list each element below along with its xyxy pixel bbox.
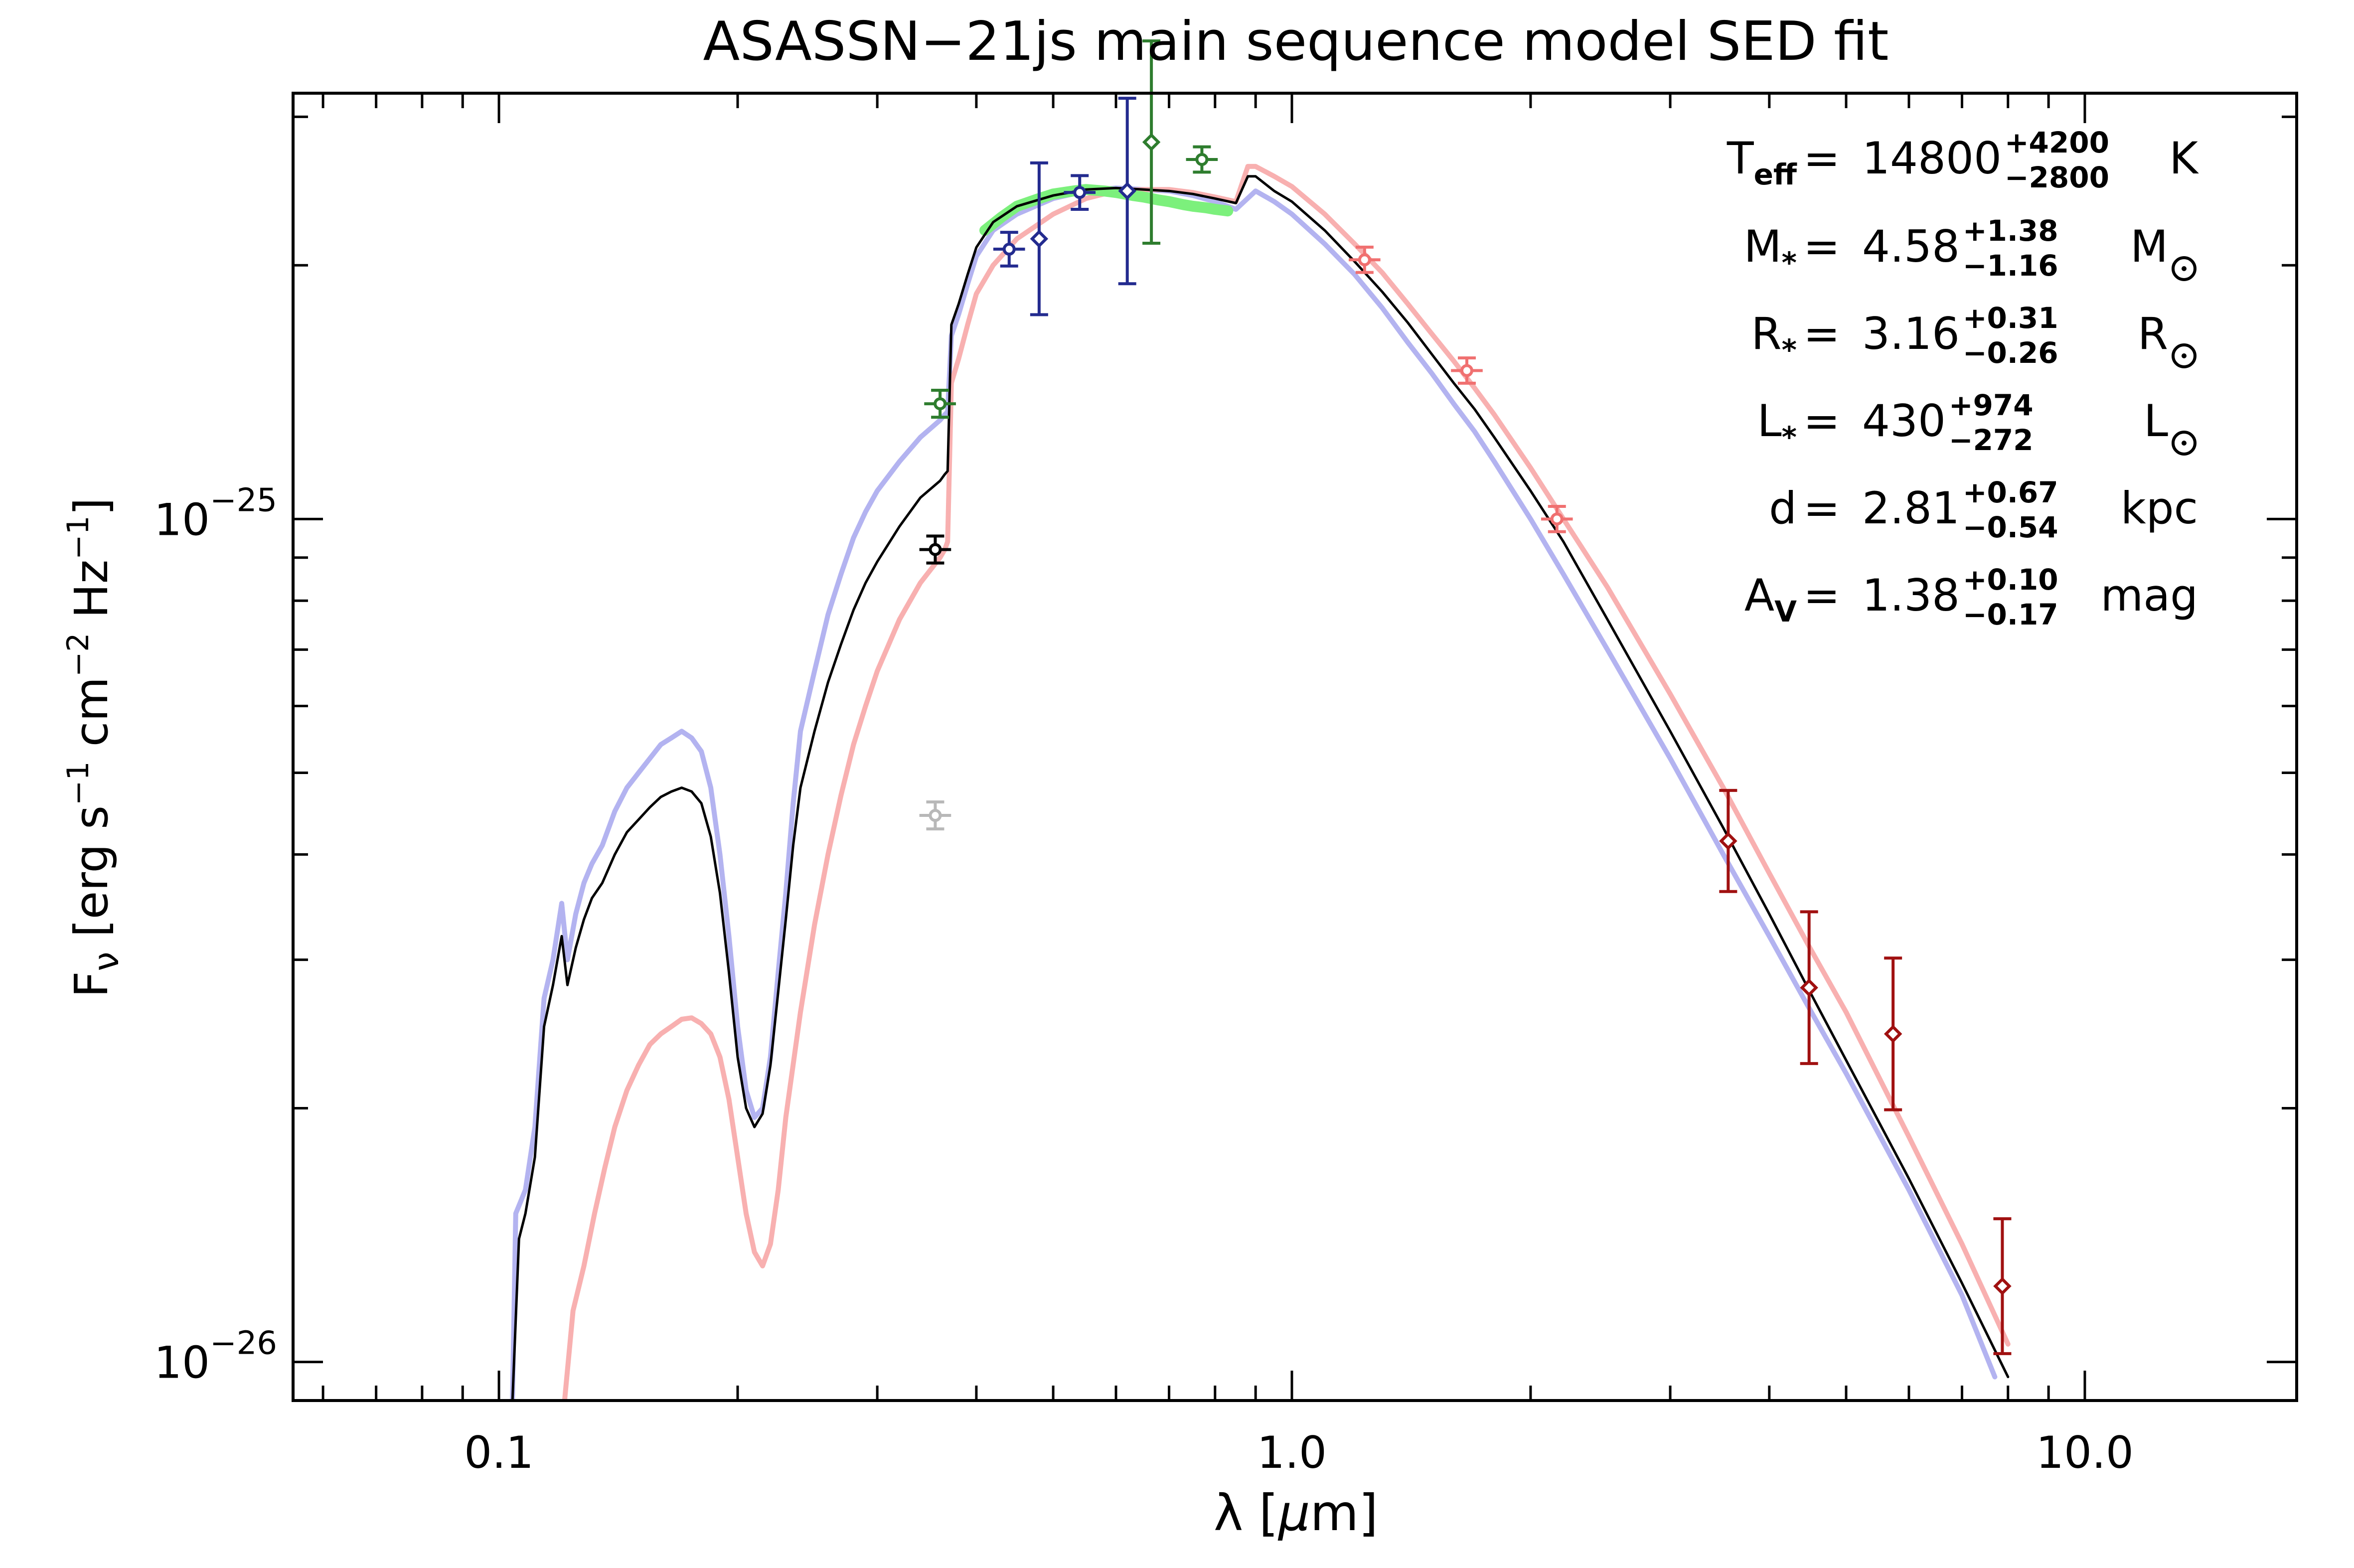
data-point [1030,161,1049,316]
data-point [1541,504,1573,533]
data-point [919,534,951,565]
x-tick-label: 10.0 [2036,1427,2134,1478]
data-point [1719,788,1737,893]
param-upper-error: +0.10 [1963,563,2058,597]
data-point [1186,145,1218,174]
circle-marker [1550,512,1564,526]
diamond-marker [1883,1025,1902,1043]
param-equals: = [1803,308,1840,359]
param-upper-error: +4200 [2005,126,2109,159]
photometry-points [919,39,2012,1355]
param-value: 430 [1862,395,1946,447]
param-symbol: Teff [1726,133,1797,191]
param-unit: L [2144,395,2168,447]
data-point [1142,39,1161,245]
diamond-marker [1800,978,1818,997]
circle-marker [1073,186,1087,199]
model-curve-1 [510,185,1998,1401]
circle-marker [929,809,942,822]
sun-symbol-dot [2182,353,2187,358]
param-unit: M [2130,221,2168,272]
circle-marker [1460,364,1474,377]
param-unit: K [2169,133,2199,184]
param-equals: = [1803,570,1840,621]
data-point [919,800,951,831]
diamond-marker [1030,229,1049,248]
sun-symbol-icon [2172,343,2197,368]
fit-param-t: Teff = 14800 +4200−2800 K [1726,126,2199,194]
chart-title: ASASSN−21js main sequence model SED fit [703,10,1889,73]
param-equals: = [1803,482,1840,534]
circle-marker [1195,153,1209,166]
data-point [1451,356,1483,385]
param-unit: mag [2100,570,2198,621]
sun-symbol-dot [2182,441,2187,446]
data-point [1993,1217,2012,1355]
x-tick-label: 1.0 [1257,1427,1327,1478]
fit-param-d: d = 2.81 +0.67−0.54 kpc [1769,475,2198,544]
param-lower-error: −0.26 [1963,336,2058,370]
model-curve-4 [511,175,2010,1401]
param-lower-error: −1.16 [1963,249,2058,283]
param-equals: = [1803,221,1840,272]
data-point [1118,97,1136,286]
data-point [924,389,956,419]
y-tick-label: 10−26 [154,1325,277,1389]
data-point [1349,245,1381,274]
param-lower-error: −272 [1949,423,2034,457]
data-point [993,231,1025,268]
data-point [1883,956,1902,1111]
param-equals: = [1803,395,1840,447]
diamond-marker [1719,832,1737,850]
diamond-marker [1142,133,1161,152]
param-value: 14800 [1862,133,2002,184]
param-value: 4.58 [1862,221,1960,272]
param-symbol: AV [1744,570,1797,628]
circle-marker [929,543,942,556]
plot-frame [292,92,2298,1402]
param-unit: R [2138,308,2168,359]
param-value: 1.38 [1862,570,1960,621]
axis-ticks [293,93,2297,1402]
data-point [1800,910,1818,1065]
x-tick-label: 0.1 [464,1427,534,1478]
param-value: 2.81 [1862,482,1960,534]
y-axis-label: Fν [erg s−1 cm−2 Hz−1] [61,498,127,998]
sun-symbol-dot [2182,266,2187,271]
param-symbol: L* [1757,395,1797,454]
param-upper-error: +0.31 [1963,301,2058,335]
param-unit: kpc [2121,482,2198,534]
circle-marker [1002,242,1016,256]
param-symbol: d [1769,482,1797,534]
data-point [1064,174,1096,211]
diamond-marker [1993,1277,2012,1295]
sun-symbol-icon [2172,256,2197,281]
param-upper-error: +974 [1949,388,2034,422]
param-upper-error: +0.67 [1963,475,2058,509]
param-symbol: M* [1744,221,1797,280]
fit-param-l: L* = 430 +974−272 L [1757,388,2197,457]
fit-parameters: Teff = 14800 +4200−2800 KM* = 4.58 +1.38−1.16 MR… [1726,126,2199,631]
param-upper-error: +1.38 [1963,214,2058,248]
fit-param-m: M* = 4.58 +1.38−1.16 M [1744,214,2197,283]
param-equals: = [1803,133,1840,184]
x-axis-label: λ [μm] [1214,1484,1378,1542]
param-lower-error: −0.54 [1963,510,2058,544]
param-lower-error: −2800 [2005,160,2109,194]
circle-marker [1358,253,1371,267]
model-curve-2 [562,163,2011,1401]
fit-param-r: R* = 3.16 +0.31−0.26 R [1751,301,2197,370]
tick-labels: 0.1 1.0 10.0 10−25 10−26 [154,482,2134,1478]
y-tick-label: 10−25 [154,482,277,545]
param-lower-error: −0.17 [1963,598,2058,631]
param-value: 3.16 [1862,308,1960,359]
fit-param-a: AV = 1.38 +0.10−0.17 mag [1744,563,2198,631]
sun-symbol-icon [2172,431,2197,456]
diamond-marker [1118,181,1136,200]
param-symbol: R* [1751,308,1797,367]
circle-marker [934,397,947,411]
